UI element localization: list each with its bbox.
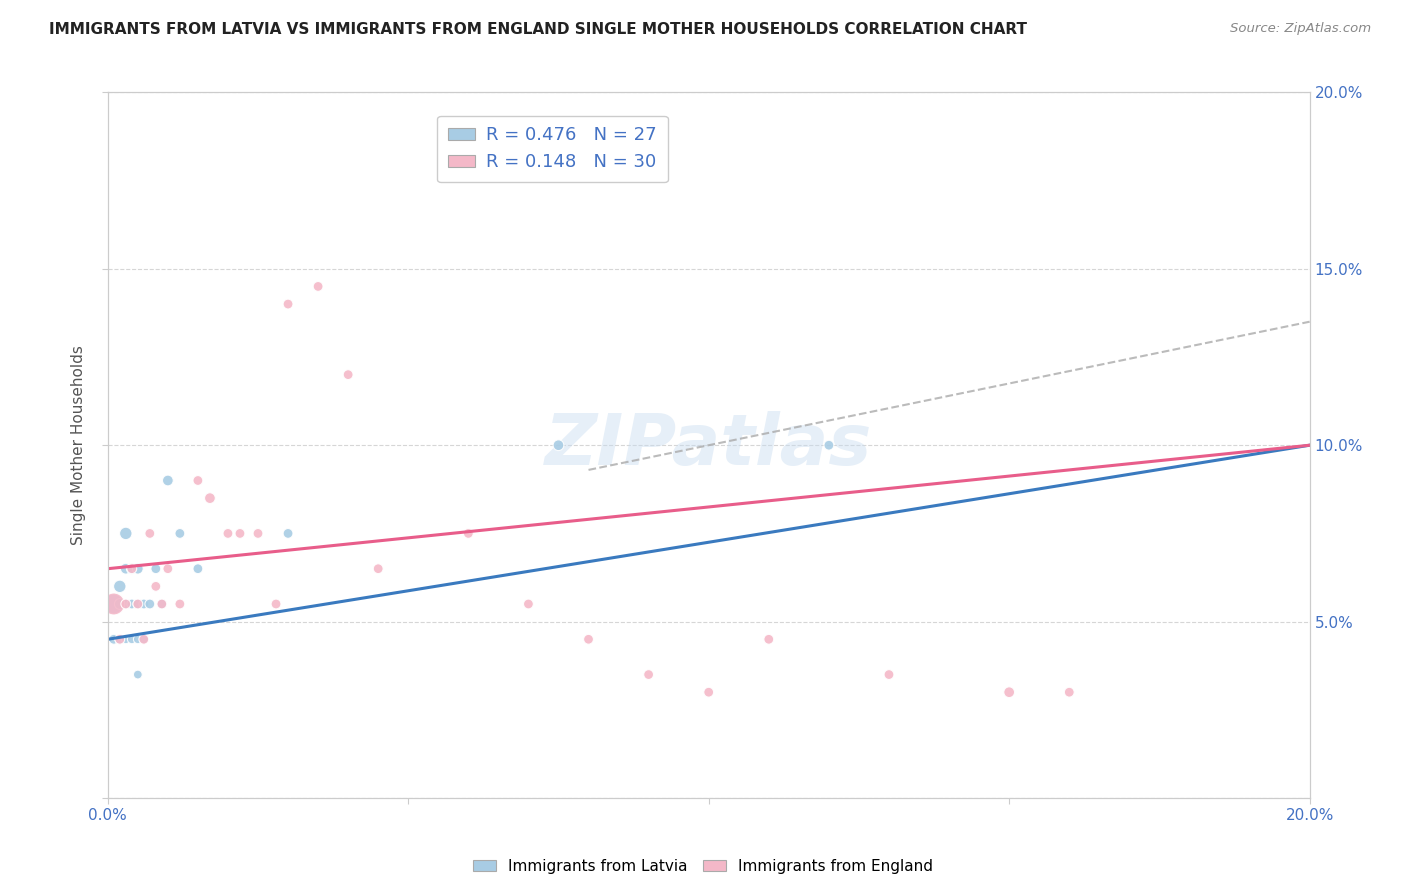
Point (108, 579, 131, 593)
Point (247, 526, 270, 541)
Point (637, 667, 659, 681)
Point (121, 597, 143, 611)
Point (145, 579, 167, 593)
Point (264, 597, 287, 611)
Point (818, 438, 841, 452)
Point (697, 685, 720, 699)
Y-axis label: Single Mother Households: Single Mother Households (72, 345, 86, 545)
Point (198, 491, 221, 505)
Point (127, 597, 149, 611)
Point (108, 632, 131, 647)
Point (114, 526, 136, 541)
Point (127, 632, 149, 647)
Point (121, 632, 143, 647)
Legend: Immigrants from Latvia, Immigrants from England: Immigrants from Latvia, Immigrants from … (467, 853, 939, 880)
Point (127, 597, 149, 611)
Point (103, 632, 125, 647)
Point (187, 474, 209, 488)
Point (132, 632, 155, 647)
Point (877, 667, 900, 681)
Point (337, 368, 360, 382)
Point (114, 562, 136, 576)
Point (156, 562, 179, 576)
Point (108, 597, 131, 611)
Text: IMMIGRANTS FROM LATVIA VS IMMIGRANTS FROM ENGLAND SINGLE MOTHER HOUSEHOLDS CORRE: IMMIGRANTS FROM LATVIA VS IMMIGRANTS FRO… (49, 22, 1028, 37)
Point (758, 632, 780, 647)
Point (156, 474, 179, 488)
Point (277, 297, 299, 311)
Legend: R = 0.476   N = 27, R = 0.148   N = 30: R = 0.476 N = 27, R = 0.148 N = 30 (437, 115, 668, 182)
Point (578, 632, 600, 647)
Point (217, 526, 239, 541)
Point (103, 597, 125, 611)
Point (187, 562, 209, 576)
Point (121, 562, 143, 576)
Text: ZIPatlas: ZIPatlas (546, 410, 872, 480)
Point (998, 685, 1021, 699)
Point (139, 526, 162, 541)
Point (150, 597, 173, 611)
Point (517, 597, 540, 611)
Point (169, 526, 191, 541)
Point (169, 597, 191, 611)
Point (457, 526, 479, 541)
Text: Source: ZipAtlas.com: Source: ZipAtlas.com (1230, 22, 1371, 36)
Point (367, 562, 389, 576)
Point (127, 667, 149, 681)
Point (114, 597, 136, 611)
Point (277, 526, 299, 541)
Point (114, 632, 136, 647)
Point (307, 279, 329, 293)
Point (229, 526, 252, 541)
Point (103, 597, 125, 611)
Point (121, 562, 143, 576)
Point (150, 597, 173, 611)
Point (114, 597, 136, 611)
Point (139, 597, 162, 611)
Point (132, 632, 155, 647)
Point (145, 562, 167, 576)
Point (1059, 685, 1081, 699)
Point (127, 562, 149, 576)
Point (132, 597, 155, 611)
Point (108, 632, 131, 647)
Point (547, 438, 569, 452)
